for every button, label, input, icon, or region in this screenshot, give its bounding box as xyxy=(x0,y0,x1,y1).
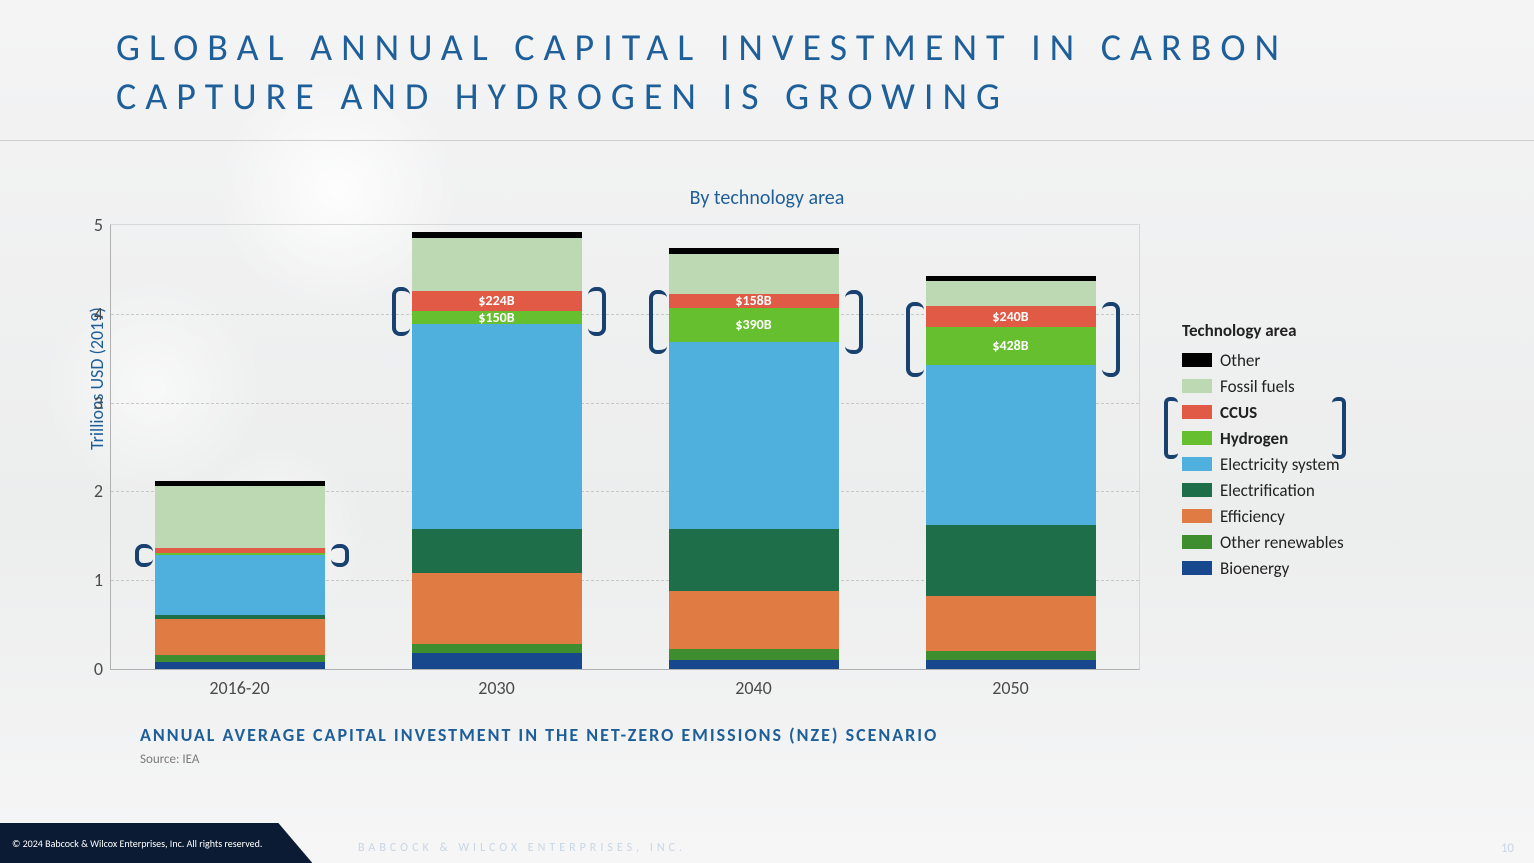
y-tick-label: 0 xyxy=(73,658,103,680)
footer-copyright: © 2024 Babcock & Wilcox Enterprises, Inc… xyxy=(0,823,312,863)
footer-company: BABCOCK & WILCOX ENTERPRISES, INC. xyxy=(358,833,686,863)
x-tick-label: 2030 xyxy=(478,677,515,699)
x-tick-label: 2016-20 xyxy=(209,677,269,699)
y-tick-label: 3 xyxy=(73,392,103,414)
segment-efficiency xyxy=(669,591,839,650)
legend-item-other_renewables: Other renewables xyxy=(1182,529,1344,555)
legend-label: CCUS xyxy=(1220,402,1257,423)
bracket-left xyxy=(649,290,667,355)
chart-caption: By technology area xyxy=(0,186,1534,210)
legend-swatch xyxy=(1182,353,1212,367)
bracket-right xyxy=(1102,302,1120,377)
segment-fossil xyxy=(926,281,1096,306)
segment-other xyxy=(155,481,325,486)
bracket-right xyxy=(845,290,863,355)
bracket-left xyxy=(135,544,153,567)
segment-electricity xyxy=(926,365,1096,525)
segment-other xyxy=(669,248,839,253)
segment-efficiency xyxy=(926,596,1096,651)
legend-item-efficiency: Efficiency xyxy=(1182,503,1344,529)
legend-swatch xyxy=(1182,431,1212,445)
segment-fossil xyxy=(412,238,582,291)
legend: Technology area Other Fossil fuels CCUS Hyd… xyxy=(1182,320,1344,581)
legend-label: Electrification xyxy=(1220,480,1315,501)
bracket-right xyxy=(331,544,349,567)
legend-label: Fossil fuels xyxy=(1220,376,1295,397)
segment-other_renewables xyxy=(155,655,325,662)
segment-ccus xyxy=(155,548,325,552)
legend-swatch xyxy=(1182,509,1212,523)
legend-item-bioenergy: Bioenergy xyxy=(1182,555,1344,581)
legend-item-electrification: Electrification xyxy=(1182,477,1344,503)
segment-ccus xyxy=(669,294,839,308)
segment-bioenergy xyxy=(669,660,839,669)
legend-label: Efficiency xyxy=(1220,506,1285,527)
y-axis-label: Trillions USD (2019) xyxy=(86,307,108,450)
legend-item-fossil: Fossil fuels xyxy=(1182,373,1344,399)
segment-other_renewables xyxy=(412,644,582,653)
title-divider xyxy=(0,140,1534,141)
segment-efficiency xyxy=(155,619,325,655)
segment-hydrogen xyxy=(155,553,325,556)
footer-page-number: 10 xyxy=(1501,833,1514,863)
legend-swatch xyxy=(1182,483,1212,497)
bracket-left xyxy=(906,302,924,377)
chart-source: Source: IEA xyxy=(140,752,199,767)
legend-label: Other xyxy=(1220,350,1260,371)
legend-item-hydrogen: Hydrogen xyxy=(1182,425,1344,451)
segment-fossil xyxy=(669,254,839,294)
segment-efficiency xyxy=(412,573,582,644)
legend-item-ccus: CCUS xyxy=(1182,399,1344,425)
segment-fossil xyxy=(155,486,325,548)
segment-hydrogen xyxy=(412,311,582,324)
segment-other xyxy=(412,232,582,238)
legend-item-electricity: Electricity system xyxy=(1182,451,1344,477)
segment-electrification xyxy=(669,529,839,591)
x-tick-label: 2050 xyxy=(992,677,1029,699)
page-title: GLOBAL ANNUAL CAPITAL INVESTMENT IN CARB… xyxy=(116,24,1354,121)
segment-electricity xyxy=(155,555,325,614)
segment-other_renewables xyxy=(669,649,839,660)
legend-bracket-right xyxy=(1332,397,1346,459)
legend-item-other: Other xyxy=(1182,347,1344,373)
legend-swatch xyxy=(1182,457,1212,471)
segment-electrification xyxy=(926,525,1096,596)
y-tick-label: 4 xyxy=(73,303,103,325)
legend-label: Bioenergy xyxy=(1220,558,1289,579)
segment-ccus xyxy=(926,306,1096,327)
chart-subtitle: ANNUAL AVERAGE CAPITAL INVESTMENT IN THE… xyxy=(140,724,938,746)
legend-swatch xyxy=(1182,405,1212,419)
legend-swatch xyxy=(1182,535,1212,549)
segment-hydrogen xyxy=(669,308,839,343)
segment-bioenergy xyxy=(155,662,325,669)
y-tick-label: 5 xyxy=(73,214,103,236)
legend-bracket-left xyxy=(1164,397,1178,459)
bracket-right xyxy=(588,287,606,336)
y-tick-label: 2 xyxy=(73,480,103,502)
legend-swatch xyxy=(1182,561,1212,575)
y-tick-label: 1 xyxy=(73,569,103,591)
chart-plot-area: 0123452016-20$150B$224B2030$390B$158B204… xyxy=(110,224,1140,670)
segment-bioenergy xyxy=(412,653,582,669)
segment-other xyxy=(926,276,1096,281)
segment-other_renewables xyxy=(926,651,1096,660)
segment-ccus xyxy=(412,291,582,311)
legend-label: Other renewables xyxy=(1220,532,1344,553)
segment-electrification xyxy=(155,615,325,619)
x-tick-label: 2040 xyxy=(735,677,772,699)
legend-swatch xyxy=(1182,379,1212,393)
segment-electricity xyxy=(669,342,839,528)
segment-bioenergy xyxy=(926,660,1096,669)
footer: © 2024 Babcock & Wilcox Enterprises, Inc… xyxy=(0,823,1534,863)
segment-electricity xyxy=(412,324,582,528)
legend-title: Technology area xyxy=(1182,320,1344,341)
segment-hydrogen xyxy=(926,327,1096,365)
legend-label: Hydrogen xyxy=(1220,428,1288,449)
legend-label: Electricity system xyxy=(1220,454,1340,475)
bracket-left xyxy=(392,287,410,336)
segment-electrification xyxy=(412,529,582,573)
